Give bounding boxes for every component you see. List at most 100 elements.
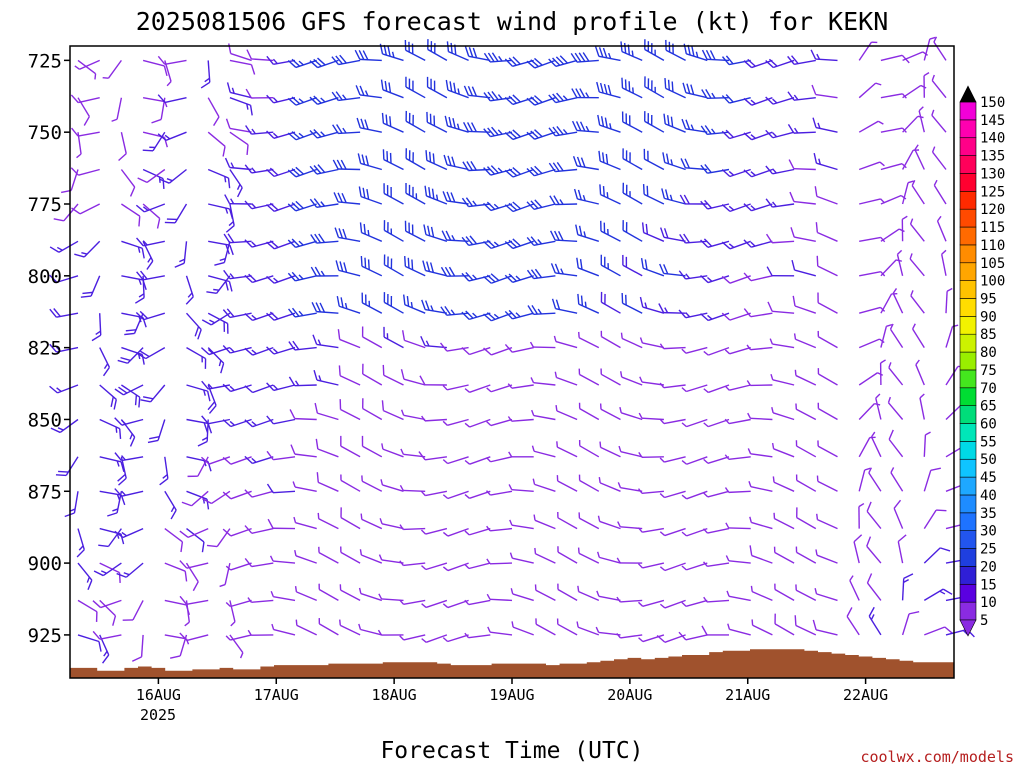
wind-barb bbox=[577, 293, 600, 314]
wind-barb bbox=[919, 393, 925, 420]
wind-barb bbox=[889, 323, 904, 348]
wind-barb bbox=[509, 552, 534, 564]
wind-barb bbox=[765, 165, 795, 175]
wind-barb bbox=[229, 169, 243, 198]
wind-barb bbox=[638, 634, 665, 643]
wind-barb bbox=[142, 59, 168, 77]
wind-barb bbox=[111, 97, 123, 122]
wind-barb bbox=[504, 129, 534, 141]
wind-barb bbox=[796, 507, 817, 530]
wind-barb bbox=[332, 124, 361, 135]
wind-barb bbox=[287, 271, 317, 282]
wind-barb bbox=[535, 618, 556, 636]
wind-barb bbox=[442, 384, 469, 391]
wind-barb bbox=[381, 400, 404, 421]
wind-barb bbox=[622, 182, 643, 205]
wind-barb bbox=[174, 241, 188, 268]
x-tick-label: 17AUG bbox=[254, 686, 299, 704]
wind-barb bbox=[641, 222, 665, 242]
colorbar-swatch bbox=[959, 298, 977, 317]
wind-barb bbox=[791, 259, 816, 277]
wind-barb bbox=[426, 76, 448, 99]
wind-barb bbox=[637, 562, 665, 569]
wind-barb bbox=[812, 619, 838, 636]
wind-barb bbox=[98, 528, 122, 548]
colorbar-label: 80 bbox=[980, 345, 997, 361]
wind-barb bbox=[225, 634, 252, 641]
wind-barb bbox=[526, 268, 556, 280]
colorbar-label: 150 bbox=[980, 95, 1005, 111]
wind-barb bbox=[446, 41, 469, 62]
colorbar-label: 130 bbox=[980, 166, 1005, 182]
y-tick-label: 925 bbox=[28, 625, 62, 647]
wind-barb bbox=[504, 309, 534, 320]
wind-barb bbox=[616, 632, 643, 639]
wind-barb bbox=[941, 249, 947, 276]
wind-barb bbox=[795, 440, 817, 458]
wind-barb bbox=[461, 235, 491, 246]
wind-barb bbox=[743, 97, 773, 106]
wind-barb bbox=[309, 198, 339, 209]
chart-title: 2025081506 GFS forecast wind profile (kt… bbox=[136, 7, 889, 36]
wind-barb bbox=[118, 132, 127, 162]
wind-barb bbox=[483, 165, 513, 176]
wind-barb bbox=[244, 200, 274, 210]
wind-barb bbox=[483, 52, 513, 63]
wind-barb bbox=[333, 192, 361, 205]
wind-barb bbox=[790, 227, 816, 242]
x-tick-label: 19AUG bbox=[489, 686, 534, 704]
colorbar-swatch bbox=[959, 262, 977, 281]
wind-barb bbox=[578, 512, 600, 530]
wind-barb bbox=[74, 59, 100, 70]
wind-barb bbox=[381, 443, 404, 458]
wind-barb bbox=[383, 183, 404, 205]
wind-barb bbox=[121, 240, 145, 259]
wind-barb bbox=[616, 557, 643, 564]
wind-barb bbox=[464, 562, 491, 570]
wind-barb bbox=[858, 82, 882, 99]
wind-barb bbox=[121, 203, 141, 227]
wind-barb bbox=[92, 630, 122, 640]
wind-barb bbox=[795, 474, 817, 492]
wind-barb bbox=[99, 490, 126, 506]
wind-barb bbox=[487, 626, 513, 636]
wind-barb bbox=[185, 312, 202, 340]
wind-barb bbox=[880, 54, 910, 64]
wind-barb bbox=[338, 365, 361, 386]
y-tick-label: 800 bbox=[28, 266, 62, 288]
colorbar-swatch bbox=[959, 155, 977, 174]
wind-barb bbox=[771, 407, 795, 421]
wind-barb bbox=[747, 448, 773, 458]
terrain-area bbox=[70, 649, 954, 678]
wind-barb bbox=[599, 403, 621, 421]
wind-barb bbox=[483, 273, 513, 284]
wind-barb bbox=[422, 260, 448, 277]
wind-barb bbox=[849, 575, 860, 601]
wind-barb bbox=[179, 595, 209, 605]
wind-barb bbox=[556, 475, 578, 492]
y-tick-label: 775 bbox=[28, 194, 62, 216]
x-tick-label: 21AUG bbox=[725, 686, 770, 704]
wind-barb bbox=[442, 634, 469, 643]
colorbar-swatch bbox=[959, 333, 977, 353]
wind-barb bbox=[578, 402, 600, 421]
wind-barb bbox=[508, 484, 534, 492]
wind-barb bbox=[621, 77, 643, 99]
wind-barb bbox=[770, 374, 795, 386]
wind-barb bbox=[923, 588, 953, 602]
wind-barb bbox=[462, 161, 491, 172]
wind-barb bbox=[890, 467, 904, 492]
wind-barb bbox=[880, 127, 907, 133]
wind-barb bbox=[875, 393, 882, 420]
wind-barb bbox=[483, 201, 513, 212]
wind-barb bbox=[293, 516, 317, 530]
wind-barb bbox=[814, 588, 838, 602]
colorbar-high-arrow bbox=[959, 85, 977, 103]
wind-barb bbox=[201, 415, 231, 425]
wind-barb bbox=[659, 490, 686, 499]
wind-barb bbox=[207, 168, 231, 189]
wind-barb bbox=[747, 412, 773, 421]
wind-barb bbox=[49, 384, 79, 394]
wind-barb bbox=[526, 165, 556, 177]
